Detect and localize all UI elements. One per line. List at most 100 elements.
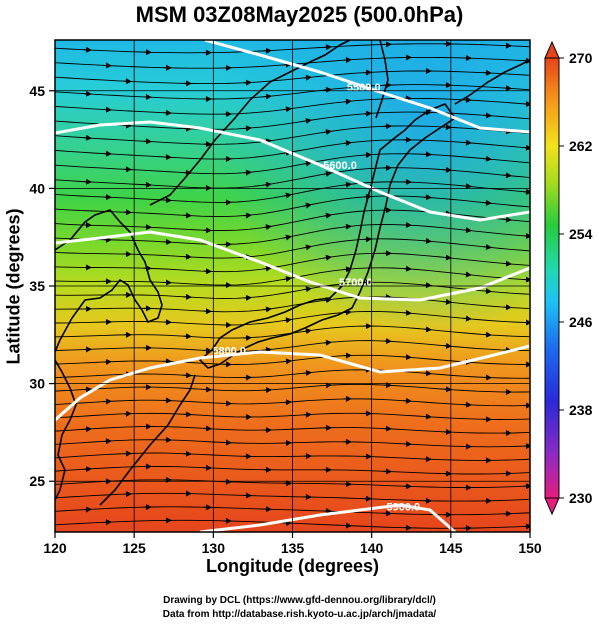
streamline-arrow	[303, 244, 312, 251]
streamline	[55, 465, 530, 475]
streamline-arrow	[503, 216, 512, 223]
streamline-arrow	[283, 276, 292, 282]
streamline-arrow	[263, 224, 272, 231]
x-axis-ticks: 120 125 130 135 140 145 150	[43, 532, 542, 556]
contour-5600	[55, 120, 530, 222]
coastlines	[55, 40, 530, 506]
streamline-arrow	[483, 244, 492, 251]
streamline-arrow	[243, 212, 252, 219]
streamline-arrow	[323, 212, 332, 219]
x-tick-label: 130	[202, 540, 226, 556]
x-tick-label: 125	[122, 540, 146, 556]
streamline-arrow	[503, 172, 512, 179]
streamline-arrow	[483, 288, 492, 295]
colorbar-ticks: 270 262 254 246 238 230	[559, 50, 593, 506]
streamline-arrow	[323, 129, 332, 135]
streamline-arrow	[263, 181, 272, 188]
streamline-arrow	[303, 328, 312, 335]
streamline-arrow	[443, 254, 452, 261]
contour-label: 5500.0	[347, 82, 381, 94]
streamline	[55, 125, 530, 145]
streamline-arrow	[283, 106, 292, 113]
y-tick-label: 40	[29, 180, 45, 196]
credit-data: Data from http://database.rish.kyoto-u.a…	[162, 609, 437, 620]
streamline-arrow	[323, 86, 332, 93]
colorbar-max-arrow	[544, 40, 560, 59]
streamline-arrow	[263, 93, 272, 100]
colorbar-tick-label: 254	[569, 226, 593, 242]
streamline-arrow	[303, 117, 312, 124]
y-tick-label: 30	[29, 376, 45, 392]
x-tick-label: 135	[281, 540, 305, 556]
streamline	[55, 426, 530, 434]
streamline	[55, 506, 530, 516]
streamline-arrow	[323, 339, 332, 346]
colorbar-min-arrow	[544, 497, 560, 516]
coastline-mainland	[55, 209, 163, 353]
colorbar-bar	[544, 57, 560, 499]
streamline-arrow	[283, 192, 292, 199]
streamline-arrow	[523, 144, 530, 151]
y-tick-label: 45	[29, 83, 45, 99]
y-axis-ticks: 25 30 35 40 45	[29, 83, 55, 489]
streamline-arrow	[423, 326, 432, 333]
streamline-arrow	[283, 234, 292, 241]
contour-5700	[55, 230, 530, 302]
streamline-arrow	[423, 237, 432, 244]
y-axis-label: Latitude (degrees)	[3, 208, 24, 365]
x-tick-label: 140	[360, 540, 384, 556]
streamline	[55, 252, 530, 273]
streamline-arrow	[323, 170, 332, 177]
contour-label: 5800.0	[212, 345, 246, 357]
streamline-arrow	[463, 271, 472, 278]
colorbar-tick-label: 238	[569, 402, 593, 418]
streamline-arrow	[483, 199, 492, 206]
contour-lines	[55, 40, 530, 532]
streamline-arrow	[463, 315, 472, 322]
colorbar-tick-label: 262	[569, 138, 593, 154]
streamline-arrow	[503, 260, 512, 267]
streamline-arrow	[523, 188, 530, 195]
colorbar-tick-label: 246	[569, 314, 593, 330]
streamline-arrow	[443, 298, 452, 305]
x-tick-label: 145	[439, 540, 463, 556]
streamline-arrow	[303, 160, 312, 167]
colorbar-tick-label: 270	[569, 50, 593, 66]
streamline-arrow	[323, 297, 332, 304]
streamline-arrow	[283, 317, 292, 324]
contour-label: 5600.0	[323, 160, 357, 172]
streamline-arrow	[343, 266, 352, 273]
streamline-arrow	[463, 183, 472, 190]
streamline-arrow	[263, 346, 272, 353]
contour-5500	[204, 40, 530, 134]
y-tick-label: 25	[29, 473, 45, 489]
contour-5800	[55, 344, 530, 422]
streamline-arrow	[283, 358, 292, 365]
coastline-sakhalin	[375, 40, 389, 119]
streamline-arrow	[443, 342, 452, 349]
coastline-china	[55, 359, 77, 501]
credit-drawing: Drawing by DCL (https://www.gfd-dennou.o…	[163, 595, 436, 606]
streamline-arrow	[303, 202, 312, 209]
map-title: MSM 03Z08May2025 (500.0hPa)	[135, 2, 464, 27]
streamline-arrow	[483, 155, 492, 162]
streamline-arrow	[343, 223, 352, 230]
y-tick-label: 35	[29, 278, 45, 294]
x-tick-label: 150	[518, 540, 542, 556]
colorbar: 270 262 254 246 238 230	[544, 40, 593, 516]
streamline-arrow	[303, 370, 312, 376]
contour-label: 5700.0	[339, 277, 373, 289]
coastline-russia	[149, 40, 351, 206]
streamline-arrow	[263, 306, 272, 313]
contour-5900	[199, 503, 456, 532]
streamline	[55, 340, 530, 352]
streamline-arrow	[463, 227, 472, 234]
streamline-arrow	[303, 74, 312, 81]
grid-lines	[55, 40, 530, 532]
streamline-arrow	[423, 282, 432, 289]
coastline-ryukyu	[99, 374, 196, 506]
x-tick-label: 120	[43, 540, 67, 556]
contour-label: 5900.0	[387, 502, 421, 514]
streamline-arrow	[343, 140, 352, 147]
